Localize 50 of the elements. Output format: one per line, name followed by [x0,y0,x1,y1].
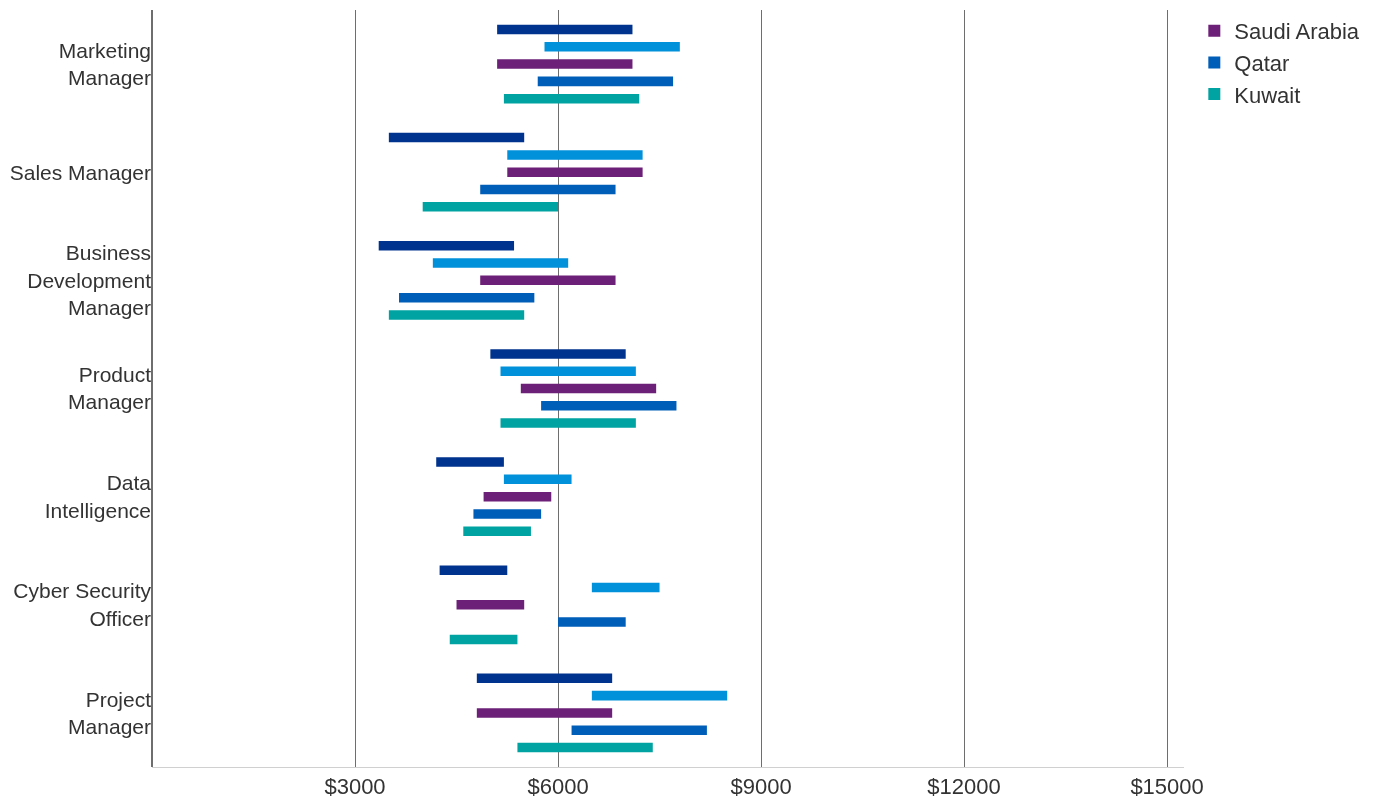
bar [571,725,707,735]
bar [432,258,569,268]
bar [436,457,504,467]
bar [378,240,515,251]
bar [497,59,633,69]
bar [520,383,657,394]
y-tick-label: Cyber Security Officer [13,579,152,630]
bar [558,617,626,627]
y-tick-label: Business Development Manager [27,241,152,320]
bar [456,600,525,610]
bar [497,24,633,35]
bar [591,582,660,593]
x-tick-label: $6000 [527,774,589,800]
bar [541,401,677,411]
bar [388,132,525,143]
x-tick-label: $9000 [730,774,792,800]
bar [500,418,636,428]
y-tick-label: Sales Manager [9,160,151,184]
bar [476,708,613,718]
bar [507,150,643,160]
y-tick-label: Marketing Manager [58,38,151,90]
bar [480,275,616,286]
bar [503,474,572,485]
bar [463,526,531,537]
legend-label: Qatar [1234,50,1290,76]
bar [500,366,636,376]
bar [483,491,552,502]
x-tick-label: $12000 [927,774,1001,800]
x-tick-label: $3000 [324,774,386,800]
y-tick-label: Data Intelligence [44,471,152,522]
y-tick-label: Product Manager [68,363,152,414]
bar [449,634,518,645]
bar [490,349,626,359]
bar [507,167,643,177]
bar [473,509,542,519]
bar [544,42,680,52]
legend-label: Saudi Arabia [1234,19,1360,45]
bar [480,184,616,195]
bar [399,292,535,303]
bar [476,673,613,684]
x-tick-label: $15000 [1130,774,1204,800]
bar [591,690,728,701]
bar [503,93,640,104]
bar [422,202,559,212]
bar [388,310,525,320]
bar [517,742,653,753]
bar [537,76,674,87]
y-tick-label: Project Manager [68,687,152,738]
legend-label: Kuwait [1234,82,1301,108]
bar [439,565,508,575]
